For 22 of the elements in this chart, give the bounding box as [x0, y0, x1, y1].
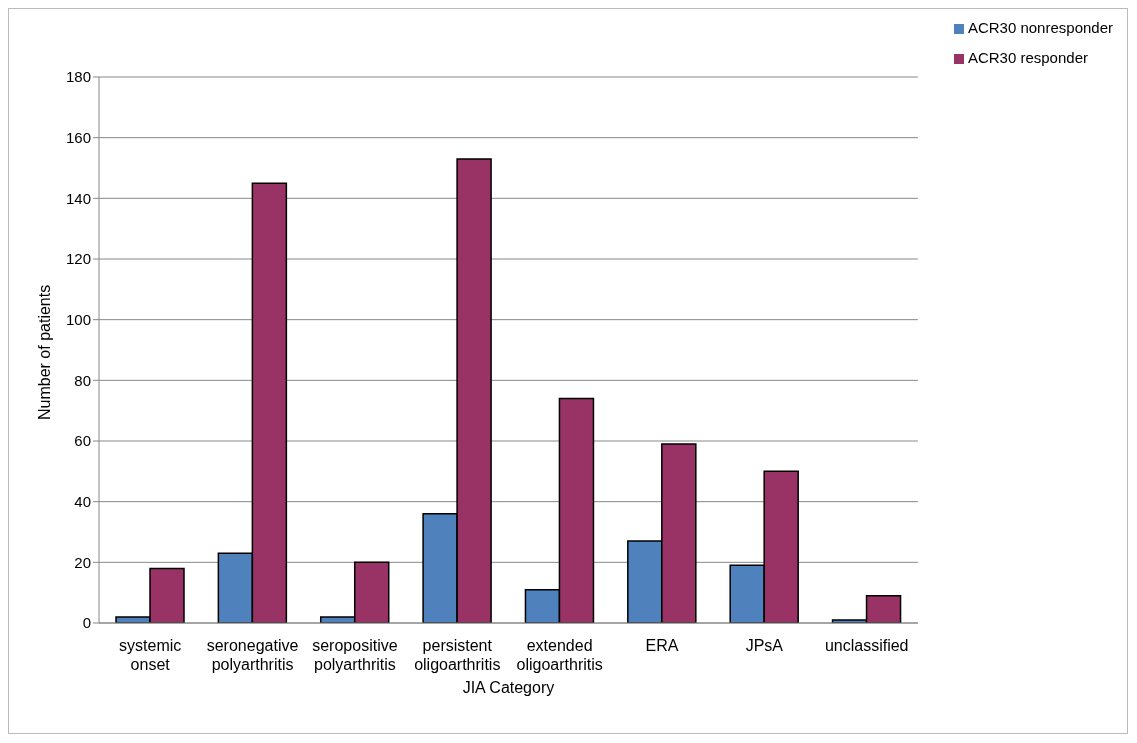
y-tick-label: 40 [74, 492, 91, 510]
x-tick-label: ERA [645, 637, 679, 654]
x-tick-label: JPsA [745, 637, 784, 654]
y-tick-label: 180 [65, 68, 91, 86]
y-axis-title: Number of patients [35, 284, 53, 420]
legend-label: ACR30 responder [967, 49, 1088, 66]
y-tick-label: 80 [74, 371, 91, 389]
y-tick-label: 0 [82, 614, 91, 632]
y-tick-label: 160 [65, 128, 91, 146]
y-tick-label: 60 [74, 432, 91, 450]
y-tick-label: 120 [65, 250, 91, 268]
x-tick-label: extended oligoarthritis [516, 637, 603, 673]
y-tick-label: 20 [74, 553, 91, 571]
y-tick-label: 140 [65, 189, 91, 207]
x-tick-label: seropositive polyarthritis [312, 637, 398, 673]
legend-label: ACR30 nonresponder [967, 19, 1113, 36]
x-axis-title: JIA Category [462, 679, 555, 696]
y-tick-label: 100 [65, 310, 91, 328]
x-tick-label: systemic onset [119, 637, 182, 673]
x-tick-label: seronegative polyarthritis [206, 637, 299, 673]
x-tick-label: persistent oligoarthritis [414, 637, 501, 673]
x-tick-label: unclassified [824, 637, 909, 654]
